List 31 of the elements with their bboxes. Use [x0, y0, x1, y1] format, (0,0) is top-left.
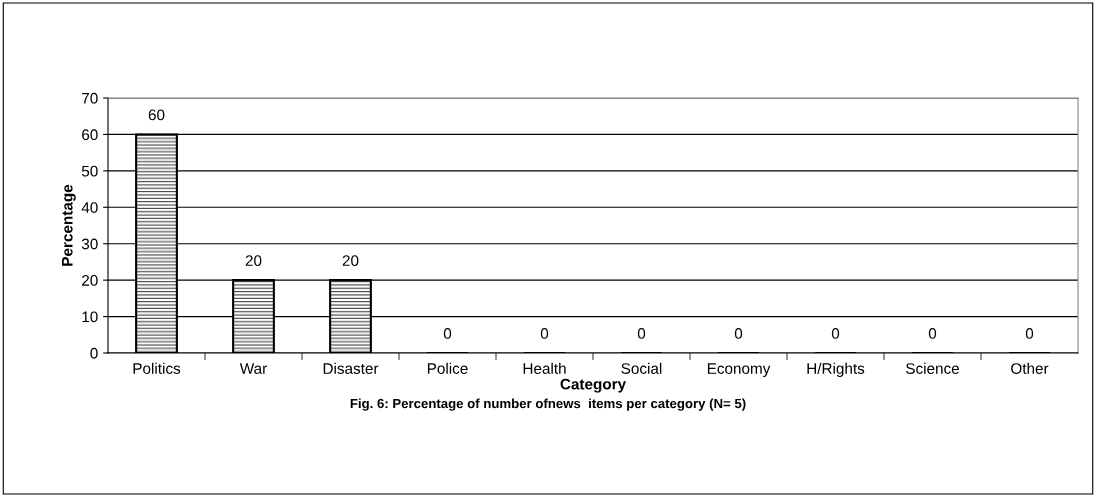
x-tick-label: Health: [523, 362, 566, 374]
data-label: 20: [245, 255, 262, 267]
x-tick-label: Disaster: [323, 362, 379, 374]
x-tick-label: War: [239, 363, 267, 374]
caption: Fig. 6: Percentage of number ofnews items per category (N= 5): [350, 398, 746, 411]
data-label: 0: [928, 328, 937, 339]
x-tick-label: H/Rights: [807, 362, 865, 377]
data-label: 0: [831, 328, 840, 339]
y-tick-label: 60: [82, 129, 98, 141]
y-tick-label: 20: [82, 275, 98, 286]
x-tick-label: Economy: [707, 363, 771, 377]
y-tick-label: 10: [82, 311, 98, 323]
data-label: 0: [637, 328, 646, 339]
x-tick-label: Police: [427, 362, 468, 374]
y-tick-label: 70: [82, 92, 98, 104]
x-tick-label: Science: [906, 362, 959, 374]
data-label: 0: [734, 328, 743, 339]
x-tick-label: Other: [1011, 362, 1049, 374]
y-axis-title: Percentage: [61, 184, 76, 266]
x-tick-label: Politics: [133, 362, 181, 374]
y-tick-label: 40: [81, 202, 98, 213]
data-label: 60: [148, 109, 165, 121]
data-label: 0: [540, 328, 549, 339]
data-label: 0: [1025, 328, 1034, 339]
x-axis-title: Category: [560, 378, 627, 393]
x-tick-label: Social: [621, 362, 662, 374]
data-label: 20: [342, 255, 359, 267]
y-tick-label: 30: [81, 238, 98, 250]
data-label: 0: [443, 328, 452, 339]
y-tick-label: 0: [90, 347, 98, 359]
y-tick-label: 50: [81, 165, 98, 177]
